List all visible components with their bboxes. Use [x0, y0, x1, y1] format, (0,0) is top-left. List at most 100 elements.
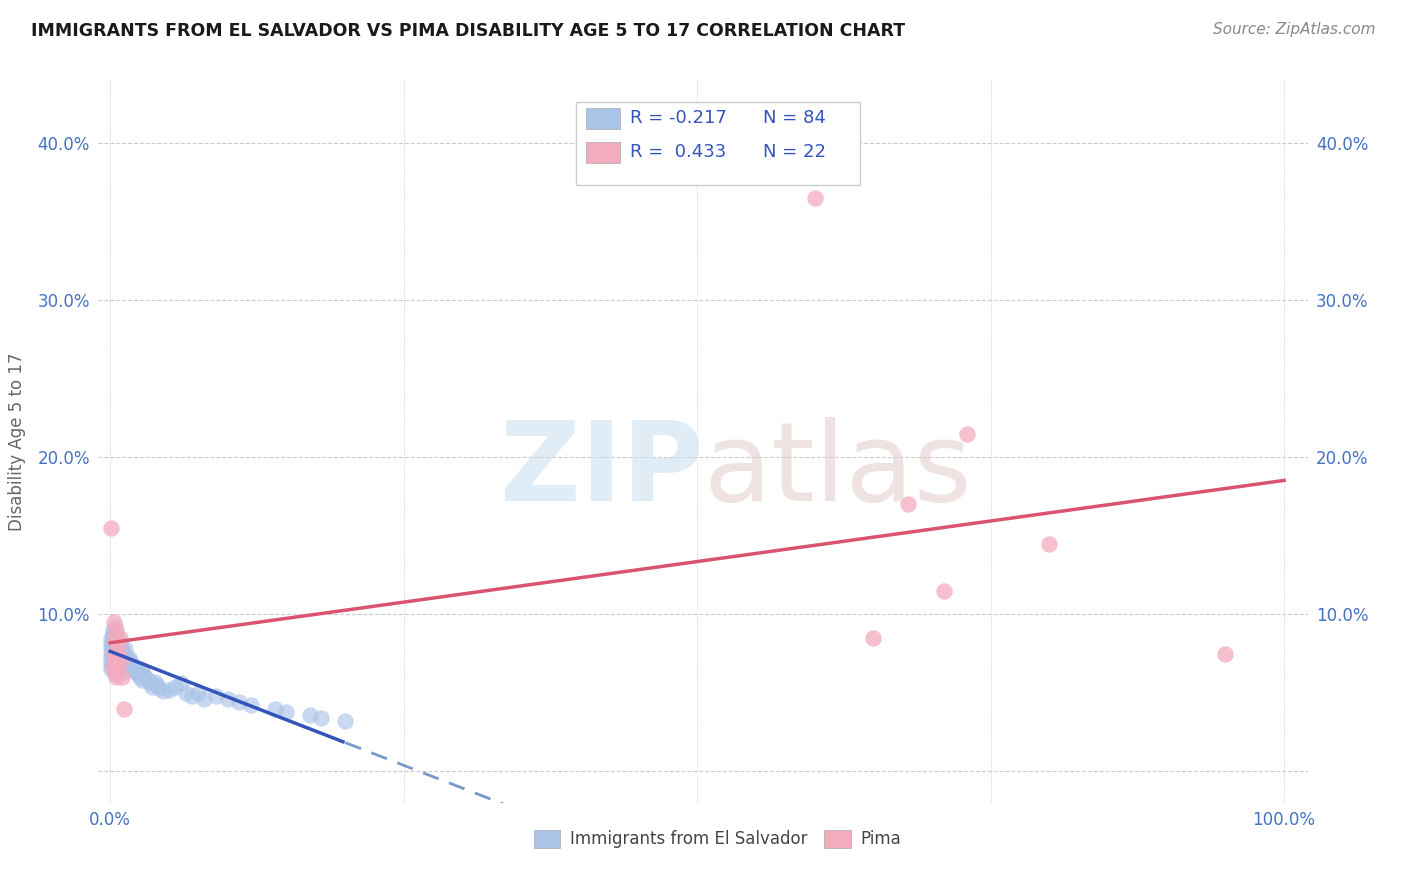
Point [803, 191, 825, 205]
Text: Immigrants from El Salvador: Immigrants from El Salvador [569, 830, 807, 848]
Point [100, 521, 122, 535]
Point [152, 684, 174, 698]
Point [115, 656, 138, 670]
Point [141, 680, 163, 694]
Point [101, 648, 124, 662]
Point [105, 662, 128, 676]
Point [112, 655, 135, 669]
Point [143, 674, 166, 689]
Point [112, 649, 135, 664]
Point [117, 653, 139, 667]
Point [148, 681, 170, 695]
Point [956, 426, 979, 441]
Point [105, 632, 128, 647]
Point [176, 686, 198, 700]
Point [129, 662, 152, 676]
Text: Pima: Pima [860, 830, 901, 848]
Point [107, 647, 129, 661]
FancyBboxPatch shape [824, 830, 851, 847]
Point [333, 714, 356, 728]
Point [193, 692, 215, 706]
Text: atlas: atlas [703, 417, 972, 524]
Point [124, 662, 146, 676]
Point [103, 631, 125, 645]
Point [100, 635, 122, 649]
Point [112, 651, 135, 665]
Point [107, 634, 129, 648]
Point [103, 615, 125, 630]
Point [100, 662, 122, 676]
Point [157, 682, 180, 697]
Point [105, 640, 128, 655]
Y-axis label: Disability Age 5 to 17: Disability Age 5 to 17 [8, 352, 27, 531]
Point [146, 678, 169, 692]
Point [114, 641, 136, 656]
Point [118, 651, 141, 665]
Point [114, 664, 136, 678]
Point [103, 647, 125, 661]
Point [120, 657, 142, 672]
Point [163, 680, 186, 694]
Text: N = 22: N = 22 [763, 143, 827, 161]
FancyBboxPatch shape [534, 830, 561, 847]
Point [103, 635, 125, 649]
Point [101, 653, 124, 667]
Point [204, 689, 226, 703]
Point [105, 635, 128, 649]
Point [104, 655, 127, 669]
Point [105, 628, 128, 642]
Point [128, 670, 150, 684]
Point [100, 640, 122, 655]
Point [132, 667, 155, 681]
Point [104, 629, 127, 643]
Text: Source: ZipAtlas.com: Source: ZipAtlas.com [1212, 22, 1375, 37]
Point [298, 707, 321, 722]
Point [181, 689, 204, 703]
Text: R = -0.217: R = -0.217 [630, 109, 727, 127]
Point [104, 631, 127, 645]
Point [217, 692, 239, 706]
Point [105, 639, 128, 653]
Point [121, 661, 143, 675]
Point [240, 698, 263, 713]
Point [111, 648, 134, 662]
Point [139, 676, 162, 690]
Point [1038, 536, 1060, 550]
Point [101, 628, 124, 642]
FancyBboxPatch shape [586, 108, 620, 129]
Point [100, 631, 122, 645]
Point [125, 665, 148, 680]
Point [108, 631, 131, 645]
Text: N = 84: N = 84 [763, 109, 827, 127]
Point [131, 673, 153, 688]
Point [100, 657, 122, 672]
Point [187, 686, 209, 700]
Point [101, 634, 124, 648]
Point [134, 670, 156, 684]
Point [105, 631, 128, 645]
Point [169, 676, 191, 690]
Point [101, 639, 124, 653]
Point [100, 655, 122, 669]
Point [105, 641, 128, 656]
Text: R =  0.433: R = 0.433 [630, 143, 727, 161]
Point [110, 645, 132, 659]
Point [108, 641, 131, 656]
Point [127, 664, 149, 678]
Point [120, 655, 142, 669]
Point [276, 705, 298, 719]
Point [101, 643, 124, 657]
Point [101, 662, 124, 676]
Text: ZIP: ZIP [499, 417, 703, 524]
Point [104, 620, 127, 634]
Text: IMMIGRANTS FROM EL SALVADOR VS PIMA DISABILITY AGE 5 TO 17 CORRELATION CHART: IMMIGRANTS FROM EL SALVADOR VS PIMA DISA… [31, 22, 905, 40]
Point [103, 640, 125, 655]
Point [311, 711, 333, 725]
Point [101, 623, 124, 637]
Point [103, 626, 125, 640]
Point [127, 667, 149, 681]
Point [136, 673, 159, 688]
FancyBboxPatch shape [586, 142, 620, 163]
Point [107, 645, 129, 659]
Point [897, 497, 920, 511]
